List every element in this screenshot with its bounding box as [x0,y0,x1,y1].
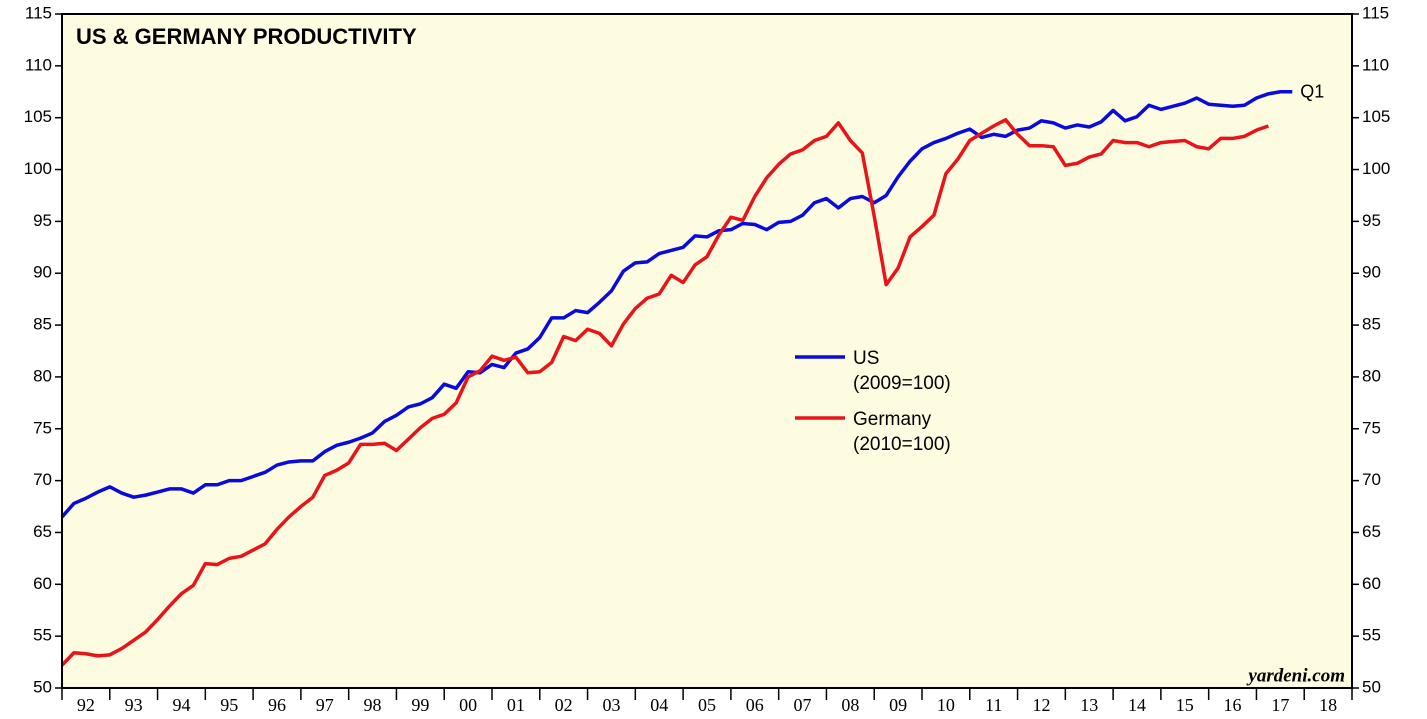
y2-tick-label: 65 [1362,522,1381,541]
y2-tick-label: 90 [1362,263,1381,282]
y2-tick-label: 100 [1362,159,1390,178]
y-tick-label: 95 [33,211,52,230]
y-tick-label: 100 [24,159,52,178]
x-tick-label: 14 [1128,695,1146,715]
y2-tick-label: 115 [1362,3,1389,22]
x-tick-label: 94 [172,695,190,715]
legend-note: (2010=100) [853,434,951,455]
y-tick-label: 85 [33,315,52,334]
x-tick-label: 00 [459,695,477,715]
x-tick-label: 11 [985,695,1002,715]
plot-background [62,14,1352,688]
legend-note: (2009=100) [853,373,951,394]
x-tick-label: 03 [602,695,620,715]
x-tick-label: 96 [268,695,286,715]
x-tick-label: 04 [650,695,668,715]
y2-tick-label: 55 [1362,626,1381,645]
y2-tick-label: 110 [1362,55,1389,74]
y2-tick-label: 105 [1362,107,1390,126]
series-line [60,118,1269,667]
series-line [60,90,1293,519]
y-tick-label: 115 [25,3,52,22]
x-tick-label: 92 [77,695,95,715]
x-tick-label: 13 [1080,695,1098,715]
y2-tick-label: 85 [1362,315,1381,334]
y-tick-label: 60 [33,574,52,593]
y-tick-label: 75 [33,418,52,437]
chart-title: US & GERMANY PRODUCTIVITY [76,24,417,49]
y-tick-label: 70 [33,470,52,489]
x-tick-label: 01 [507,695,525,715]
y-tick-label: 50 [33,677,52,696]
x-tick-label: 07 [794,695,812,715]
y-tick-label: 80 [33,366,52,385]
x-tick-label: 10 [937,695,955,715]
x-tick-label: 02 [555,695,573,715]
x-tick-label: 12 [1032,695,1050,715]
y2-tick-label: 70 [1362,470,1381,489]
x-tick-label: 17 [1271,695,1289,715]
source: yardeni.com [1246,665,1345,686]
y2-tick-label: 80 [1362,366,1381,385]
x-tick-label: 06 [746,695,764,715]
x-tick-label: 09 [889,695,907,715]
legend-label: Germany [853,409,932,430]
x-tick-label: 18 [1319,695,1337,715]
y-tick-label: 90 [33,263,52,282]
y-tick-label: 105 [24,107,52,126]
annotation: Q1 [1300,82,1324,102]
y2-tick-label: 60 [1362,574,1381,593]
y2-tick-label: 50 [1362,677,1381,696]
x-tick-label: 95 [220,695,238,715]
x-tick-label: 05 [698,695,716,715]
x-tick-label: 93 [125,695,143,715]
x-tick-label: 98 [364,695,382,715]
x-tick-label: 16 [1224,695,1242,715]
y2-tick-label: 75 [1362,418,1381,437]
legend-label: US [853,348,879,369]
y2-tick-label: 95 [1362,211,1381,230]
y-tick-label: 110 [25,55,52,74]
x-tick-label: 15 [1176,695,1194,715]
y-tick-label: 65 [33,522,52,541]
x-tick-label: 08 [841,695,859,715]
plot-frame [61,13,1353,689]
x-tick-label: 97 [316,695,334,715]
x-tick-label: 99 [411,695,429,715]
y-tick-label: 55 [33,626,52,645]
